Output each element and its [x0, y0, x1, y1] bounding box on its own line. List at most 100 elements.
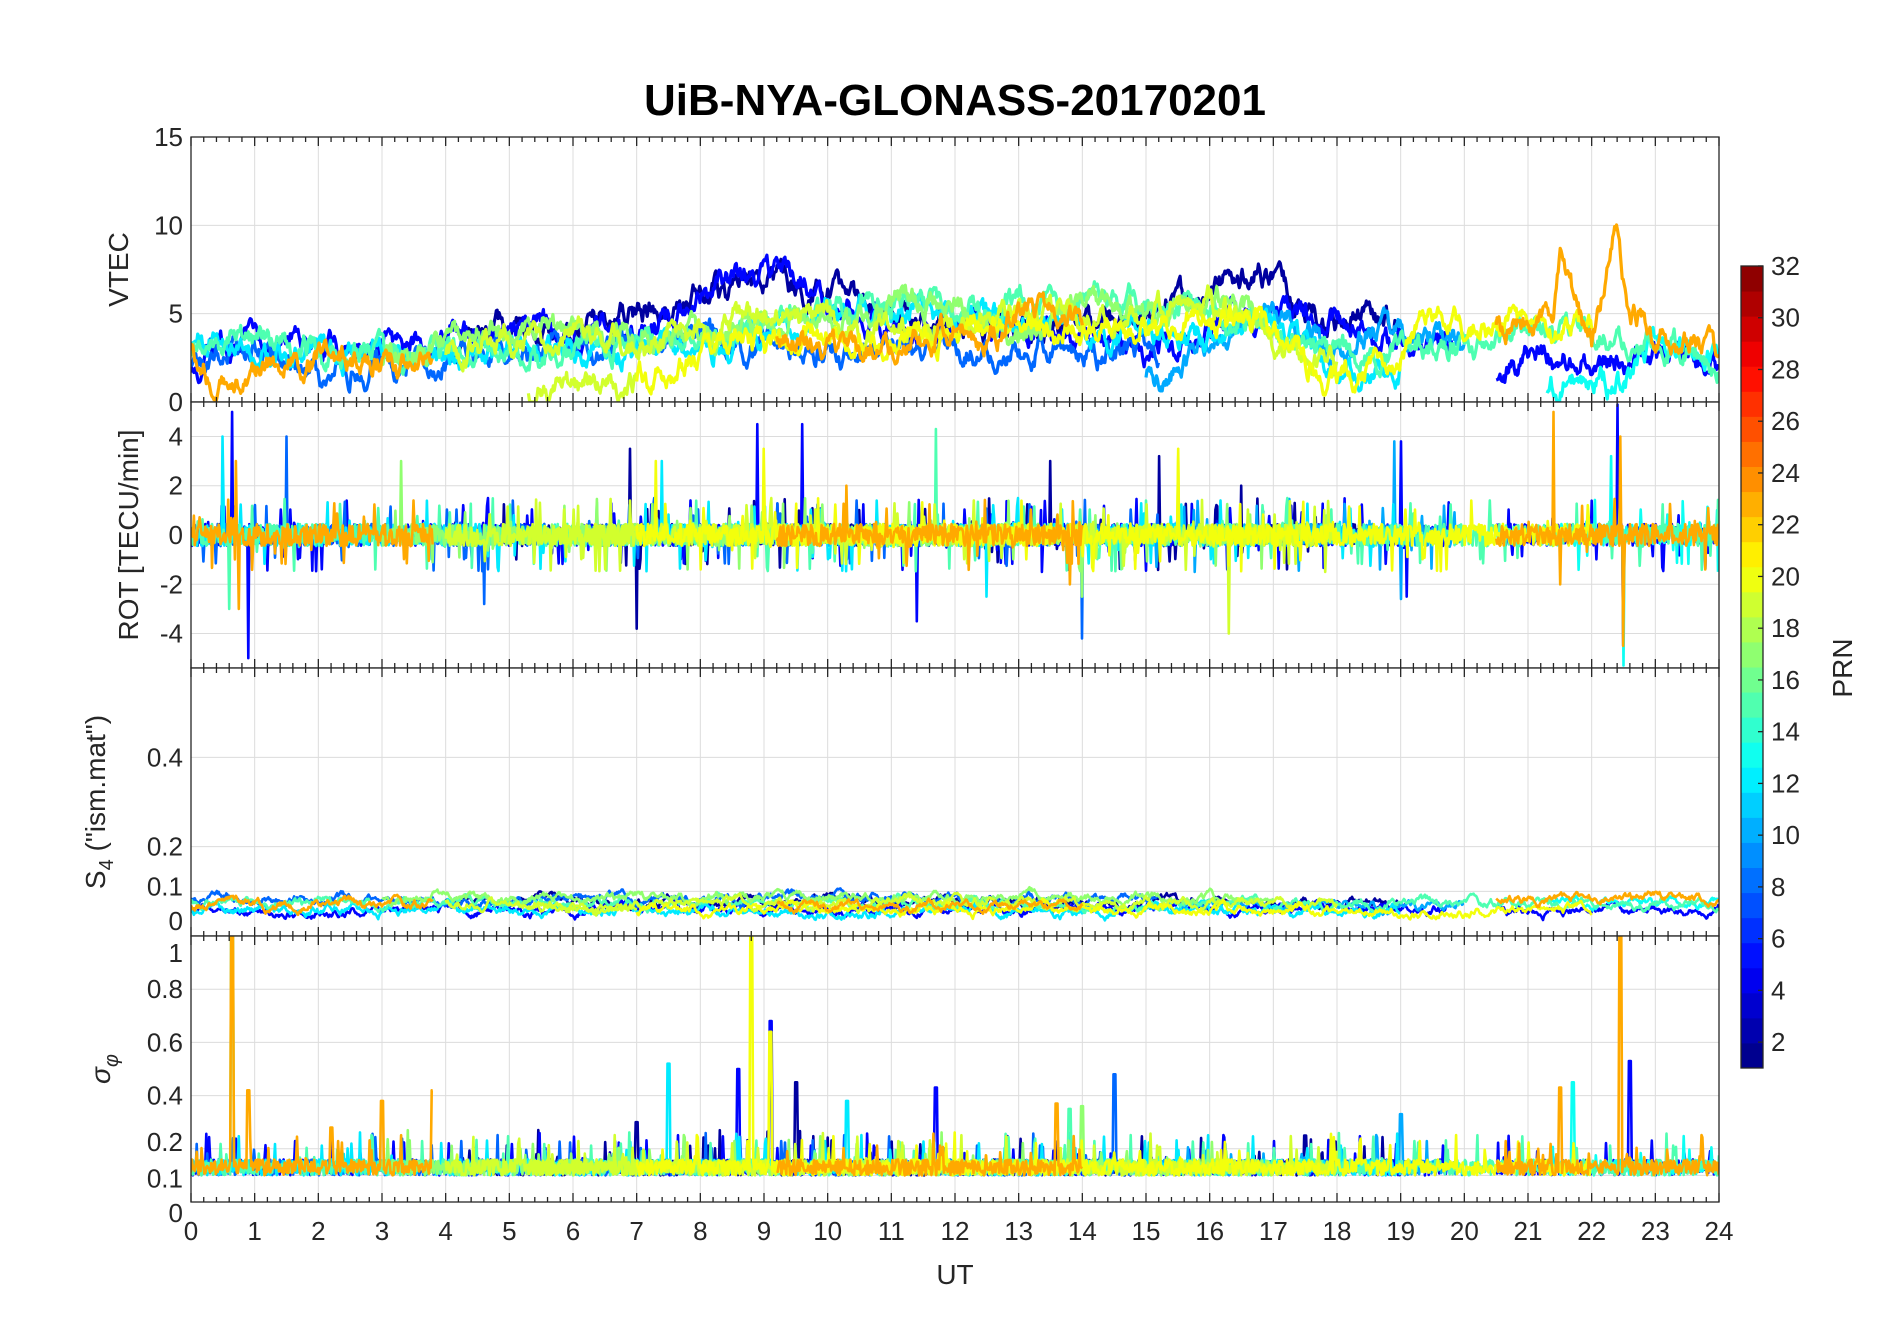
- series-group-rot: [191, 403, 1719, 667]
- series-prn-19-vtec: [444, 284, 1339, 376]
- colorbar-segment: [1741, 591, 1763, 618]
- colorbar-segment: [1741, 817, 1763, 843]
- colorbar-segment: [1741, 416, 1763, 442]
- y-tick-label: 0.2: [147, 832, 183, 862]
- y-tick-label: 15: [154, 122, 183, 152]
- colorbar-label: PRN: [1827, 638, 1858, 697]
- x-tick-label: 13: [1004, 1216, 1033, 1246]
- colorbar-segment: [1741, 1042, 1763, 1069]
- x-tick-label: 19: [1386, 1216, 1415, 1246]
- series-prn-23-sigma: [1495, 936, 1719, 1177]
- colorbar-segment: [1741, 441, 1763, 467]
- x-tick-label: 12: [941, 1216, 970, 1246]
- colorbar-tick-label: 10: [1771, 820, 1800, 850]
- series-group-s4: [191, 885, 1719, 922]
- x-tick-label: 17: [1259, 1216, 1288, 1246]
- y-tick-label: 0.8: [147, 974, 183, 1004]
- y-tick-label: 4: [169, 421, 183, 451]
- colorbar-segment: [1741, 967, 1763, 994]
- series-prn-23-rot: [191, 459, 434, 611]
- x-tick-label: 7: [629, 1216, 643, 1246]
- colorbar-segment: [1741, 767, 1763, 793]
- x-tick-label: 22: [1577, 1216, 1606, 1246]
- series-prn-23-rot: [1494, 410, 1719, 648]
- colorbar-segment: [1741, 992, 1763, 1019]
- colorbar-tick-label: 16: [1771, 665, 1800, 695]
- chart-title: UiB-NYA-GLONASS-20170201: [644, 76, 1266, 125]
- x-tick-label: 3: [375, 1216, 389, 1246]
- colorbar-segment: [1741, 792, 1763, 818]
- x-tick-label: 8: [693, 1216, 707, 1246]
- y-tick-label: -2: [160, 569, 183, 599]
- y-axis-label-rot: ROT [TECU/min]: [113, 429, 144, 640]
- y-axis-label-sigma: σφ: [85, 1054, 123, 1084]
- colorbar-segment: [1741, 942, 1763, 969]
- series-group-vtec: [191, 223, 1719, 402]
- colorbar-tick-label: 14: [1771, 717, 1800, 747]
- y-tick-label: 5: [169, 299, 183, 329]
- x-tick-label: 11: [878, 1216, 905, 1246]
- colorbar-tick-label: 12: [1771, 768, 1800, 798]
- y-label-subscript: 4: [96, 859, 118, 870]
- colorbar-segment: [1741, 316, 1763, 342]
- colorbar-segment: [1741, 667, 1763, 693]
- x-tick-label: 10: [813, 1216, 842, 1246]
- y-tick-label: 0.4: [147, 742, 183, 772]
- panel-s4: 0 0.1 0.2 0.4 S4 ("ism.mat"): [80, 667, 1720, 937]
- series-prn-19-vtec: [526, 370, 638, 402]
- x-axis-ticks: 0 1 2 3 4 5 6 7 8 9 10 11 12 13 14 15 16 17 18 19 20 21 22 23 24: [184, 1216, 1734, 1246]
- colorbar-tick-label: 22: [1771, 510, 1800, 540]
- x-tick-label: 0: [184, 1216, 198, 1246]
- x-tick-label: 1: [247, 1216, 261, 1246]
- series-prn-19-s4: [527, 901, 638, 917]
- x-tick-label: 18: [1323, 1216, 1352, 1246]
- y-tick-label: 0: [169, 520, 183, 550]
- colorbar-segment: [1741, 717, 1763, 743]
- colorbar-tick-label: 18: [1771, 613, 1800, 643]
- x-tick-label: 15: [1132, 1216, 1161, 1246]
- colorbar-tick-label: 8: [1771, 872, 1785, 902]
- colorbar-segment: [1741, 566, 1763, 593]
- series-prn-5-s4: [1495, 898, 1719, 922]
- colorbar-segment: [1741, 491, 1763, 518]
- panel-vtec: 0 5 10 15 VTEC: [103, 122, 1720, 417]
- x-axis-label: UT: [936, 1259, 973, 1290]
- series-prn-23-sigma: [191, 936, 433, 1177]
- colorbar-segment: [1741, 1017, 1763, 1044]
- colorbar-tick-label: 20: [1771, 561, 1800, 591]
- series-prn-23-s4: [191, 893, 434, 917]
- colorbar-tick-label: 26: [1771, 406, 1800, 436]
- series-prn-20-rot: [635, 447, 1593, 573]
- x-tick-label: 23: [1641, 1216, 1670, 1246]
- colorbar-segment: [1741, 867, 1763, 894]
- x-tick-label: 21: [1514, 1216, 1543, 1246]
- colorbar-segment: [1741, 742, 1763, 768]
- x-tick-label: 20: [1450, 1216, 1479, 1246]
- colorbar-segment: [1741, 466, 1763, 493]
- x-tick-label: 24: [1705, 1216, 1734, 1246]
- colorbar-tick-label: 6: [1771, 924, 1785, 954]
- series-prn-23-rot: [775, 484, 1084, 586]
- colorbar-segment: [1741, 641, 1763, 668]
- series-prn-20-s4: [635, 897, 1593, 921]
- colorbar-segment: [1741, 341, 1763, 367]
- colorbar-tick-label: 30: [1771, 303, 1800, 333]
- series-prn-23-vtec: [775, 291, 1084, 366]
- colorbar-tick-label: 24: [1771, 458, 1800, 488]
- series-prn-19-rot: [527, 497, 638, 572]
- x-tick-label: 9: [757, 1216, 771, 1246]
- y-axis-label-vtec: VTEC: [103, 232, 134, 307]
- series-group-sigma: [191, 936, 1719, 1177]
- x-tick-label: 16: [1195, 1216, 1224, 1246]
- y-tick-label: 1: [169, 938, 183, 968]
- colorbar-tick-label: 4: [1771, 975, 1785, 1005]
- y-tick-label: 0: [169, 387, 183, 417]
- series-prn-19-s4: [444, 891, 1338, 915]
- y-tick-label: 0.6: [147, 1027, 183, 1057]
- x-tick-label: 14: [1068, 1216, 1097, 1246]
- colorbar-segment: [1741, 616, 1763, 643]
- x-tick-label: 5: [502, 1216, 516, 1246]
- y-tick-label: 0.2: [147, 1127, 183, 1157]
